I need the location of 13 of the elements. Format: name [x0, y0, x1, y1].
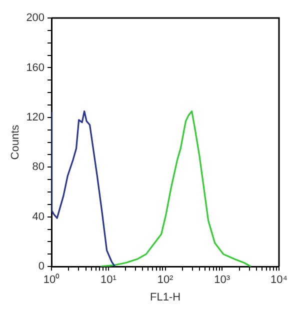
y-axis-title: Counts [10, 124, 22, 160]
x-tick-label: 10² [157, 274, 174, 286]
x-tick-label: 10⁰ [43, 273, 60, 286]
y-tick-label: 0 [38, 260, 45, 273]
y-tick-label: 160 [26, 62, 45, 74]
x-axis-title: FL1-H [150, 291, 181, 304]
y-tick-label: 80 [32, 161, 45, 174]
y-tick-label: 200 [26, 12, 45, 24]
x-tick-label: 10³ [214, 274, 230, 286]
x-tick-label: 10¹ [100, 274, 117, 286]
x-tick-label: 10⁴ [270, 274, 288, 286]
y-tick-label: 120 [26, 111, 45, 124]
y-tick-label: 40 [32, 210, 45, 223]
